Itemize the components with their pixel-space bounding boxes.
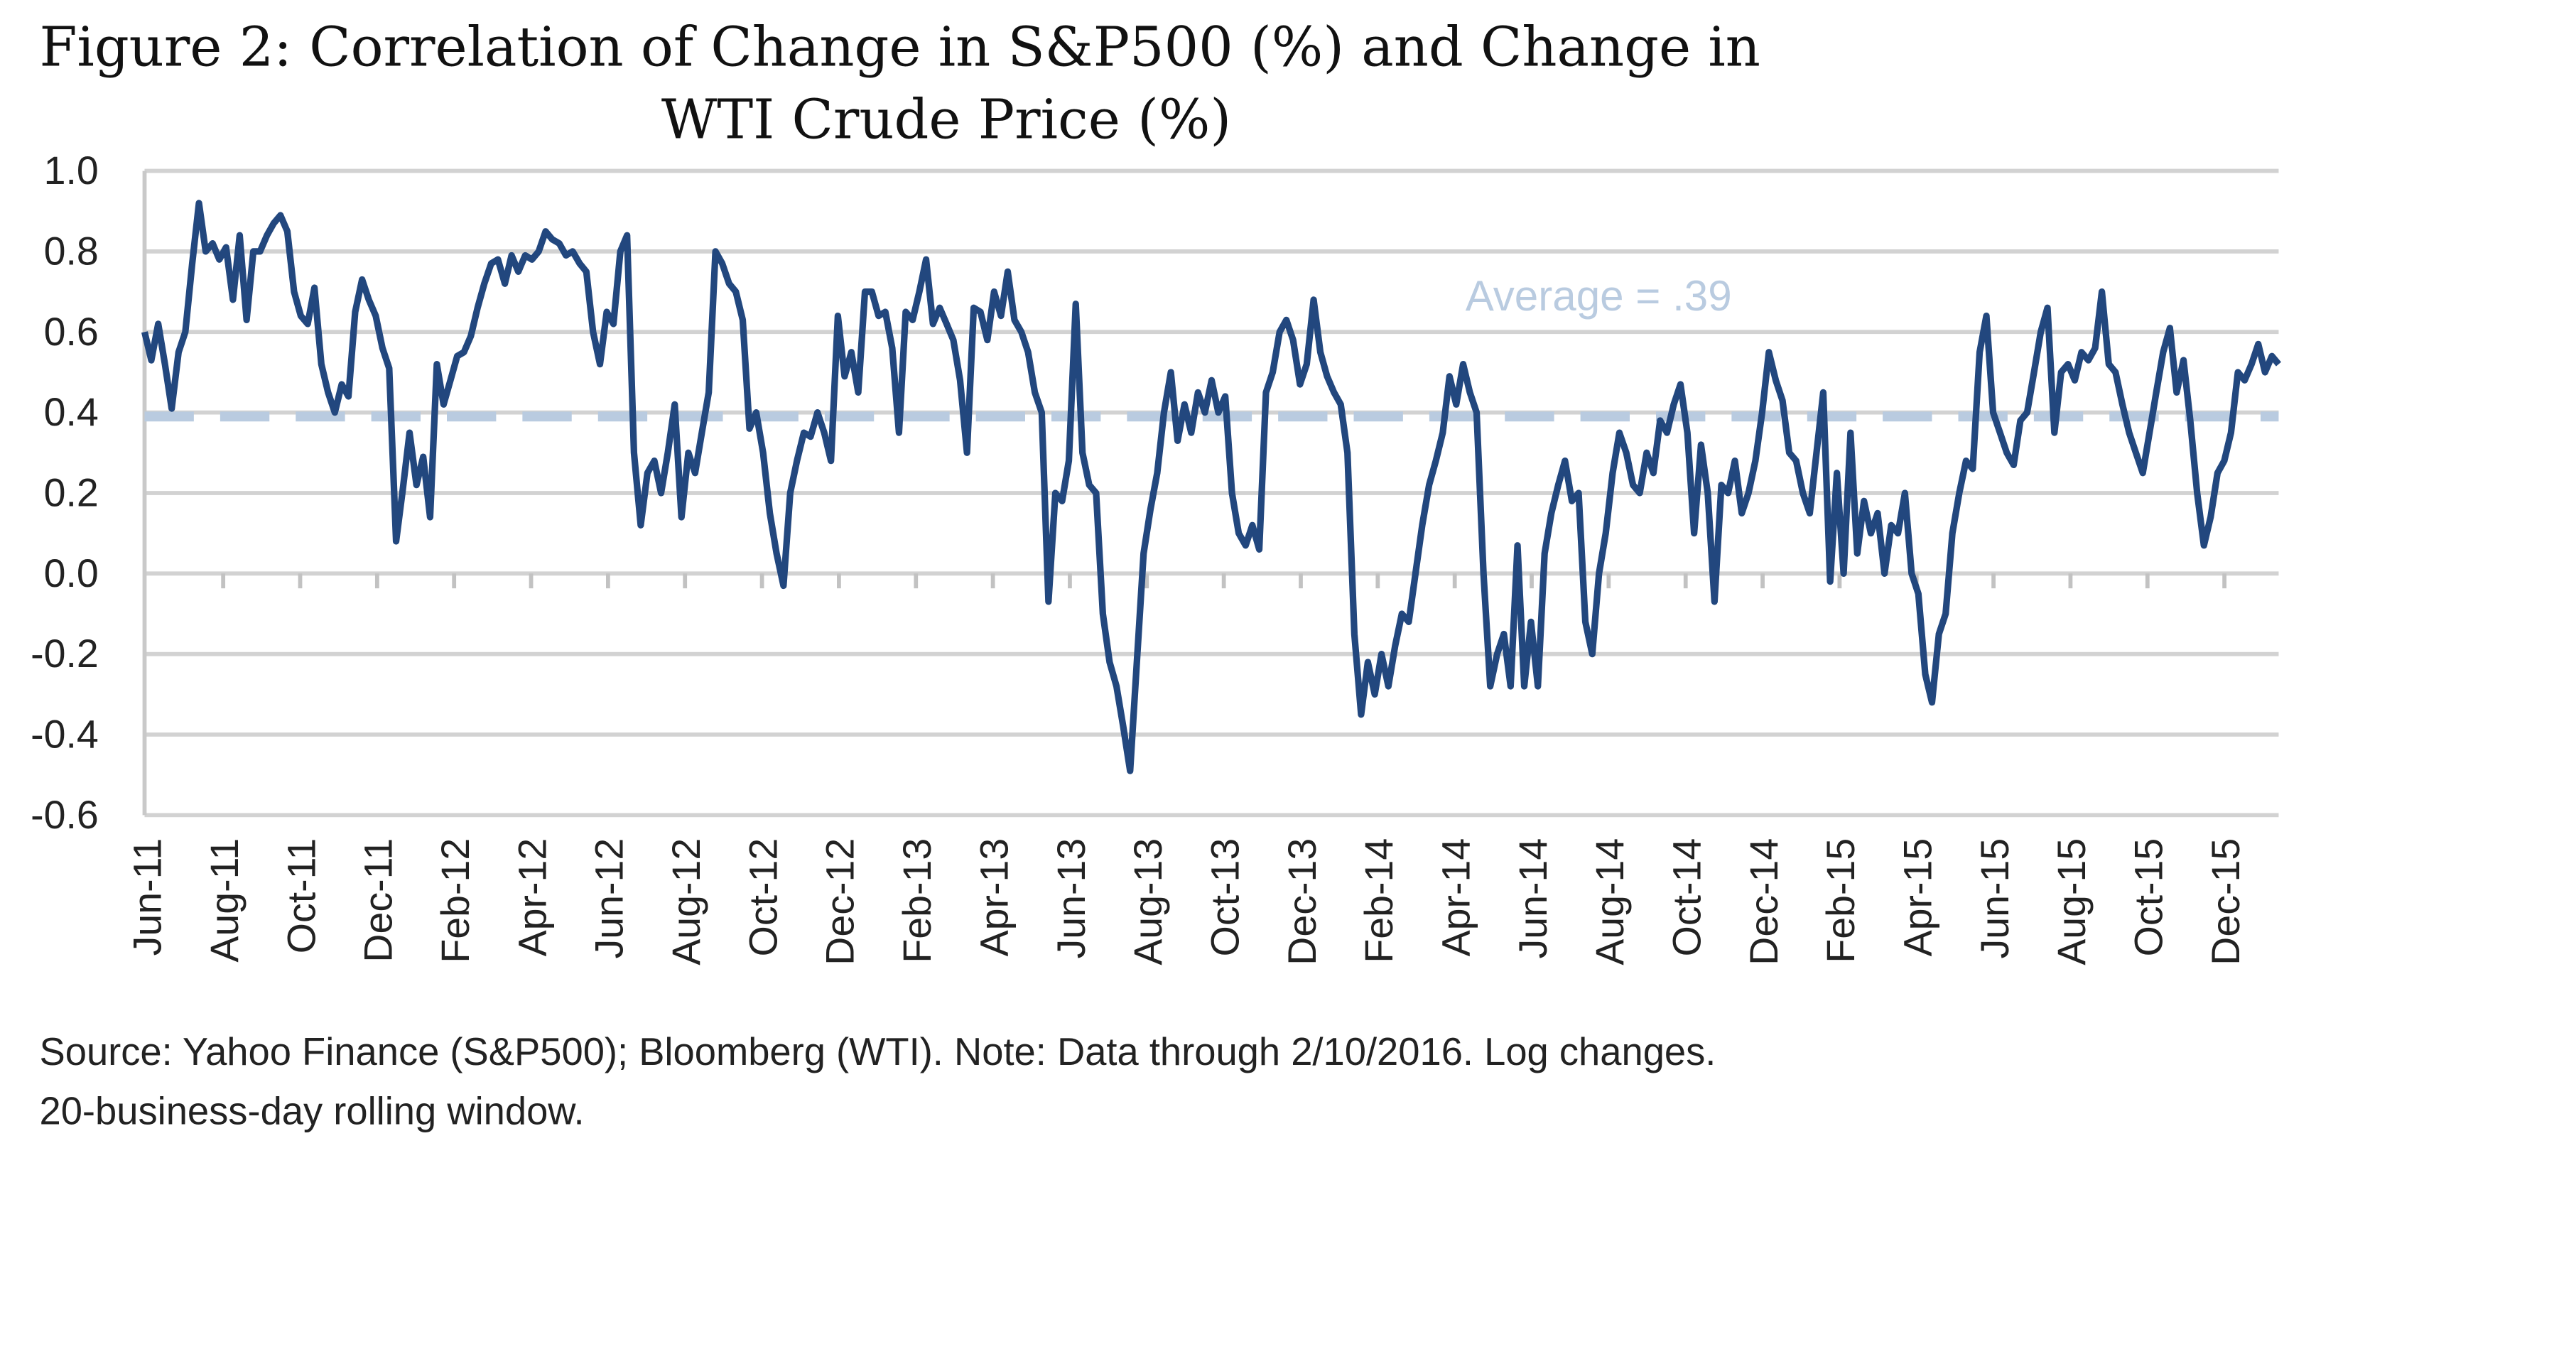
y-tick-label: 0.2	[44, 470, 99, 514]
x-tick-label: Aug-11	[202, 838, 247, 963]
x-tick-label: Oct-11	[279, 838, 323, 953]
y-tick-label: -0.2	[31, 632, 99, 676]
y-tick-label: 0.8	[44, 229, 99, 273]
x-tick-label: Oct-15	[2127, 838, 2171, 957]
y-tick-label: 1.0	[44, 148, 99, 193]
x-tick-label: Oct-12	[741, 838, 785, 957]
x-tick-label: Dec-12	[818, 838, 862, 965]
x-tick-label: Jun-15	[1973, 838, 2017, 959]
correlation-series-line	[141, 200, 2281, 774]
x-tick-label: Feb-14	[1357, 838, 1401, 963]
x-tick-label: Feb-12	[433, 838, 477, 963]
x-tick-label: Oct-13	[1203, 838, 1247, 957]
average-label: Average = .39	[1466, 272, 1732, 320]
y-tick-label: 0.6	[44, 310, 99, 354]
gridlines	[144, 168, 2279, 818]
x-tick-label: Oct-14	[1665, 838, 1709, 957]
y-tick-label: -0.4	[31, 713, 99, 757]
chart-title-line2: WTI Crude Price (%)	[661, 87, 1231, 151]
x-tick-label: Dec-14	[1742, 838, 1786, 965]
x-tick-label: Dec-15	[2204, 838, 2248, 965]
y-axis-ticks: 1.0 0.8 0.6 0.4 0.2 0.0 -0.2 -0.4 -0.6	[31, 148, 99, 837]
x-tick-label: Apr-12	[510, 838, 554, 957]
x-tick-label: Jun-11	[126, 838, 170, 956]
x-tick-label: Apr-13	[972, 838, 1016, 957]
x-tick-label: Aug-13	[1126, 838, 1170, 965]
x-tick-label: Aug-15	[2050, 838, 2094, 965]
x-tick-label: Jun-14	[1511, 838, 1555, 959]
y-tick-label: 0.0	[44, 551, 99, 595]
chart-title-line1: Figure 2: Correlation of Change in S&P50…	[40, 16, 1760, 79]
source-note-line2: 20-business-day rolling window.	[40, 1089, 585, 1132]
x-tick-label: Apr-14	[1434, 838, 1478, 957]
x-tick-label: Dec-11	[357, 838, 401, 963]
x-tick-label: Aug-12	[664, 838, 708, 965]
x-tick-label: Apr-15	[1896, 838, 1940, 957]
x-tick-label: Dec-13	[1280, 838, 1324, 965]
x-tick-label: Aug-14	[1588, 838, 1632, 965]
y-tick-label: 0.4	[44, 390, 99, 434]
y-tick-label: -0.6	[31, 793, 99, 837]
source-note-line1: Source: Yahoo Finance (S&P500); Bloomber…	[40, 1030, 1716, 1073]
x-tick-label: Feb-15	[1819, 838, 1863, 963]
x-tick-label: Feb-13	[895, 838, 939, 963]
x-axis-ticks: Jun-11 Aug-11 Oct-11 Dec-11 Feb-12 Apr-12 Jun-…	[126, 573, 2248, 965]
x-tick-label: Jun-13	[1049, 838, 1093, 959]
x-tick-label: Jun-12	[588, 838, 632, 959]
